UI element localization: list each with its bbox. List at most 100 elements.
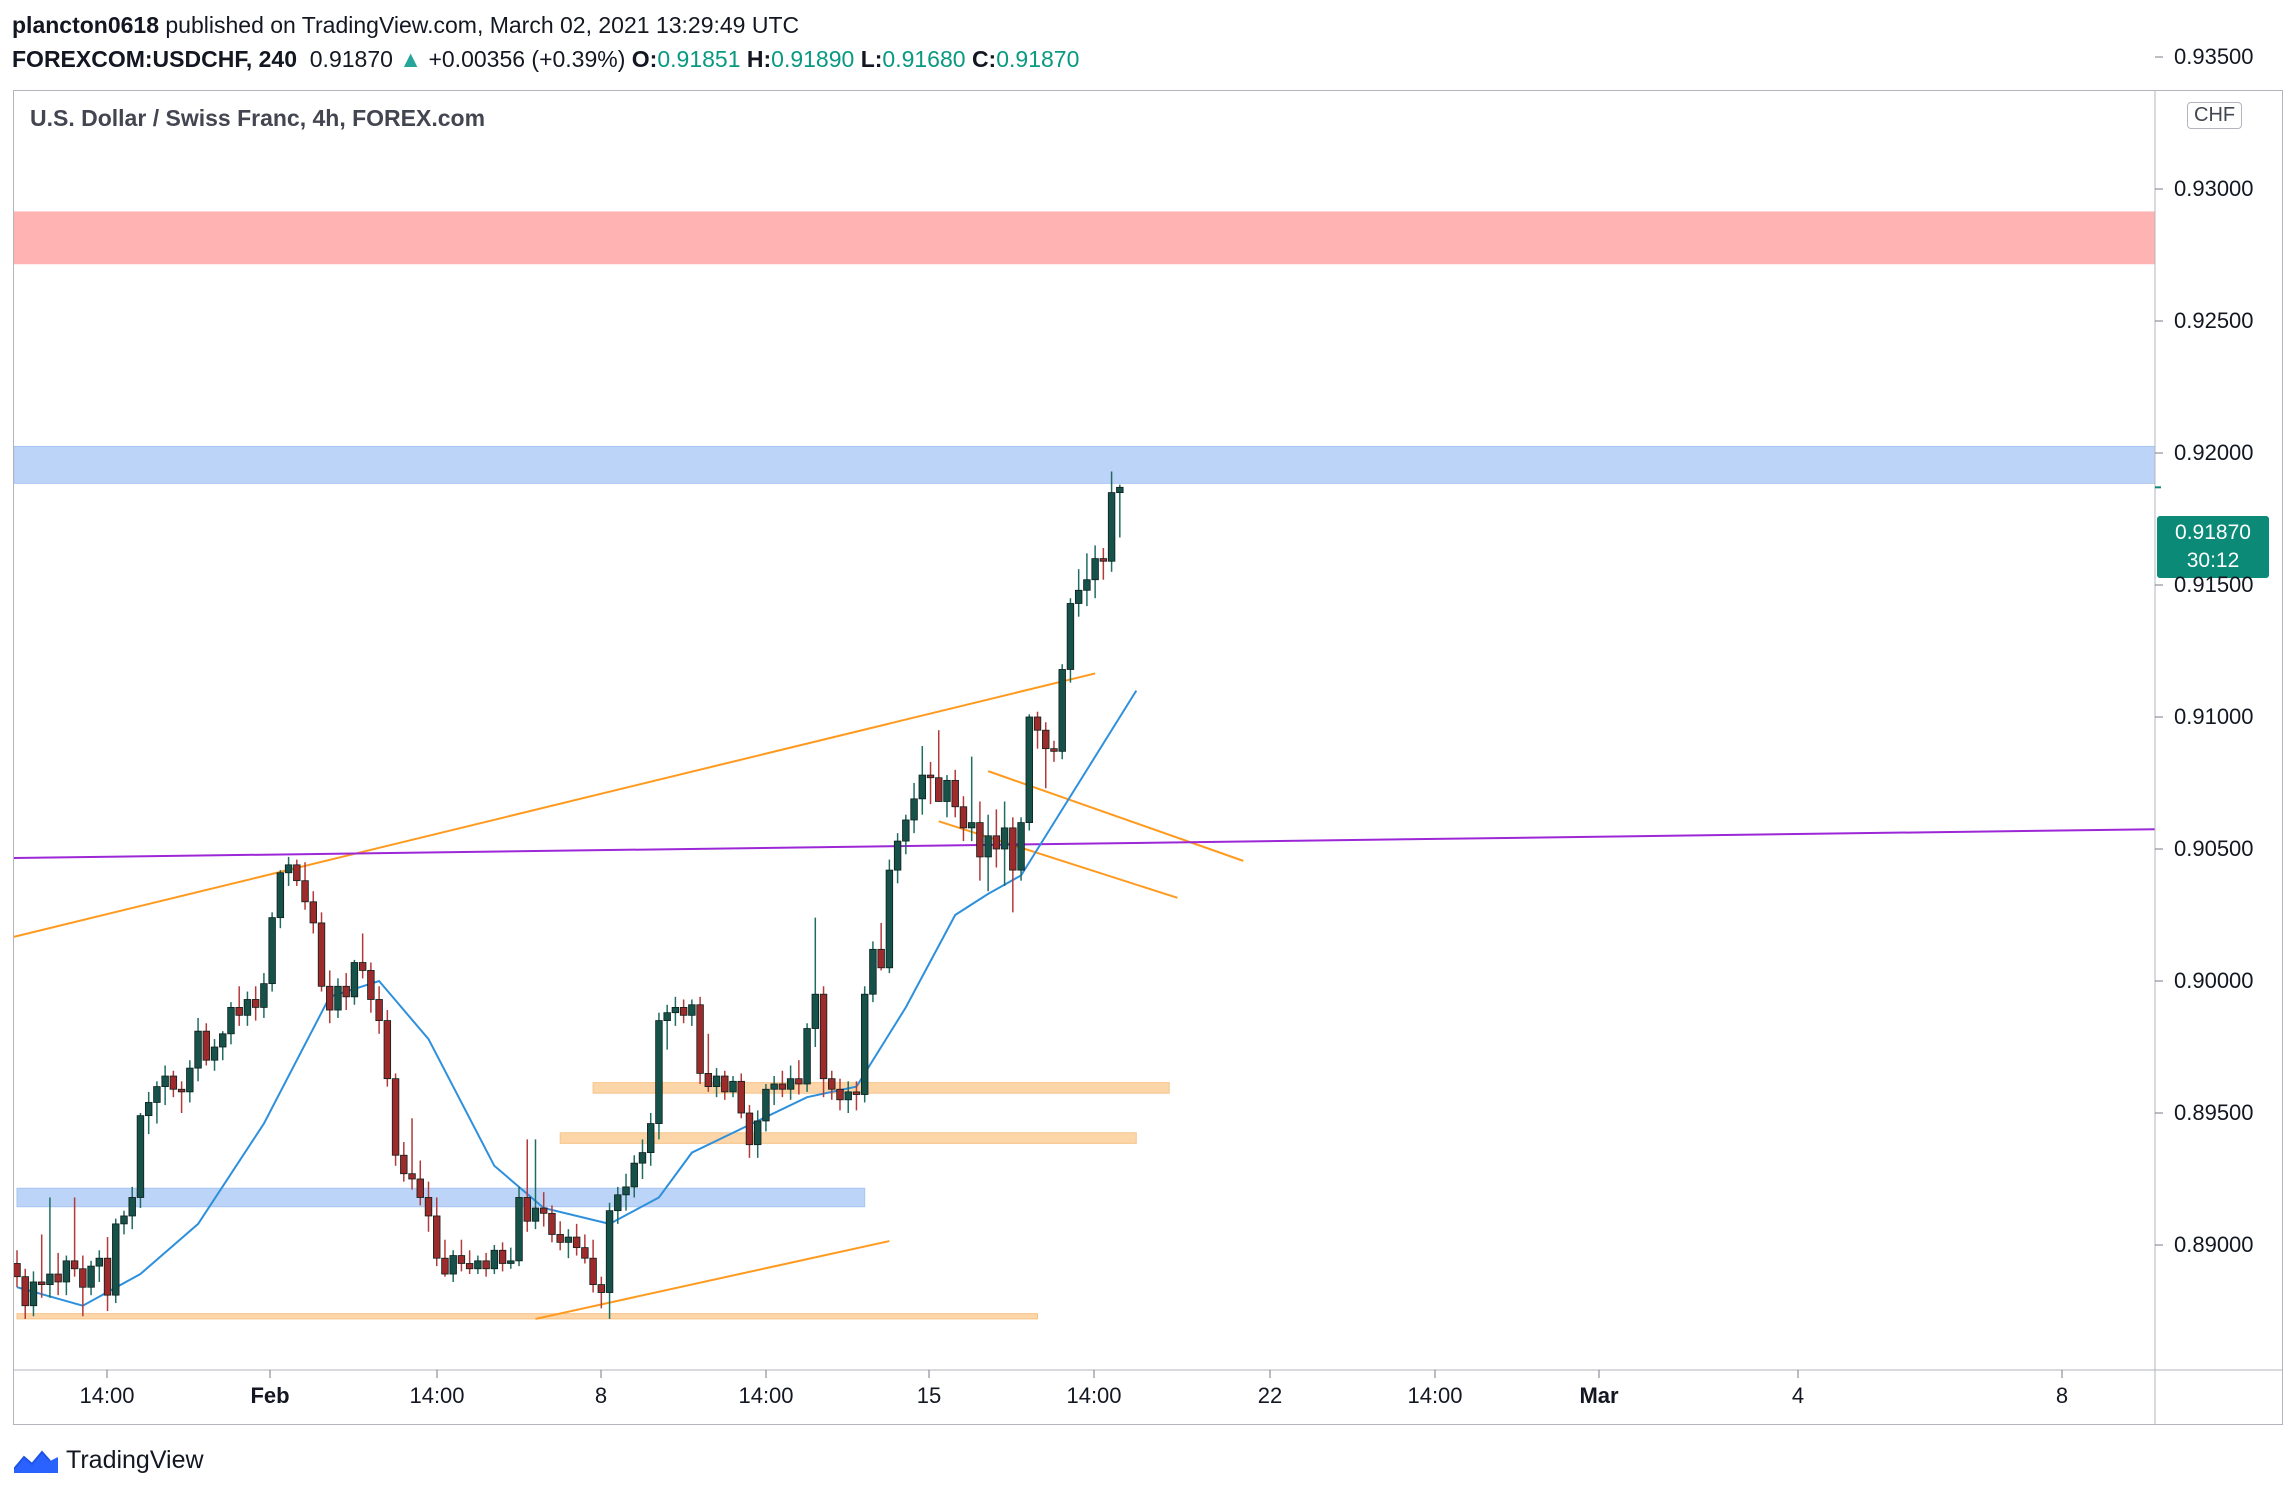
candle [120,1210,128,1235]
x-tick-label: 8 [2055,1383,2069,1408]
candle-body [688,1004,696,1016]
candle [762,1083,770,1132]
candle-body [391,1078,400,1156]
candle [704,1033,713,1092]
candle-body [647,1123,655,1154]
y-tick-label: 0.93000 [2174,176,2254,201]
candle-body [1074,589,1083,604]
candle [400,1142,408,1182]
candle-body [844,1091,852,1101]
currency-badge[interactable]: CHF [2187,102,2243,129]
candle [169,1070,178,1098]
candle [605,1202,614,1319]
candle-body [441,1257,449,1275]
candle [424,1181,433,1232]
last-price: 0.91870 [309,46,393,72]
candle [1009,817,1017,913]
candle-body [655,1020,663,1124]
candle-body [885,869,894,969]
candle-body [597,1284,606,1293]
candle [235,986,243,1026]
candle-body [490,1249,499,1270]
candle-body [457,1255,466,1264]
candle-body [778,1083,787,1090]
candle-body [449,1255,457,1275]
candle-body [540,1207,548,1214]
candle-body [918,774,926,800]
plot-area [14,211,2155,1320]
candle-body [465,1263,474,1270]
candle-body [770,1083,778,1090]
candle [1107,471,1116,572]
author-name[interactable]: plancton0618 [12,12,159,38]
candle [622,1173,630,1211]
candle [910,783,918,834]
candle-body [902,819,910,842]
candle-body [334,985,342,1011]
candle [70,1197,79,1277]
candle [638,1139,647,1179]
candle [786,1065,795,1100]
y-tick-label: 0.91000 [2174,704,2254,729]
candle [449,1250,457,1282]
candle-body [893,840,902,871]
candle [679,999,688,1024]
candle-body [251,999,260,1008]
candle-body [112,1223,120,1296]
resistance-zone-0 [14,211,2155,265]
candle-body [976,822,984,858]
candle [589,1239,597,1293]
candle [14,1250,21,1288]
candle-body [737,1080,745,1114]
candle-body [29,1281,38,1307]
candle-body [836,1088,844,1101]
candle [531,1139,540,1230]
candle-body [268,917,276,985]
candle [276,870,285,929]
candle [885,859,894,974]
candle-body [326,985,334,1011]
candle [87,1260,95,1296]
chart-frame[interactable] [13,90,2283,1425]
candle-body [1058,669,1066,752]
low-label: L: [860,46,883,72]
candle-body [54,1273,62,1283]
footer-brand[interactable]: TradingView [14,1446,204,1475]
candle [342,973,350,1011]
candle-body [1042,729,1050,750]
candle-body [786,1078,795,1090]
last-price-tag: 0.91870 30:12 [2157,516,2269,578]
candle-body [967,822,976,829]
candle-body [136,1115,145,1198]
candle [540,1192,548,1227]
candle-body [1091,558,1099,581]
candle-body [729,1080,737,1093]
candle [984,814,992,892]
candle [959,796,968,842]
candle [860,986,869,1103]
candle [301,862,309,910]
candle [194,1017,202,1082]
candle [655,1012,663,1140]
candle [951,769,959,818]
candle-body [120,1215,128,1225]
candle-body [992,835,1001,850]
candle-body [589,1257,597,1285]
candle [251,986,260,1021]
candle [358,933,367,979]
brand-name: TradingView [66,1446,204,1474]
candle [260,973,268,1018]
candle [326,970,334,1024]
candle [62,1255,71,1296]
candle [1083,553,1091,607]
candle [284,856,293,886]
candle [37,1234,46,1298]
candle [564,1229,573,1259]
x-tick-label: 14:00 [79,1383,135,1408]
candle-body [1083,579,1091,591]
price-chart[interactable] [0,0,2294,1440]
candle-body [383,1020,392,1080]
candle-body [400,1154,408,1175]
candle [745,1105,754,1158]
blue-zone-2 [16,1187,866,1208]
